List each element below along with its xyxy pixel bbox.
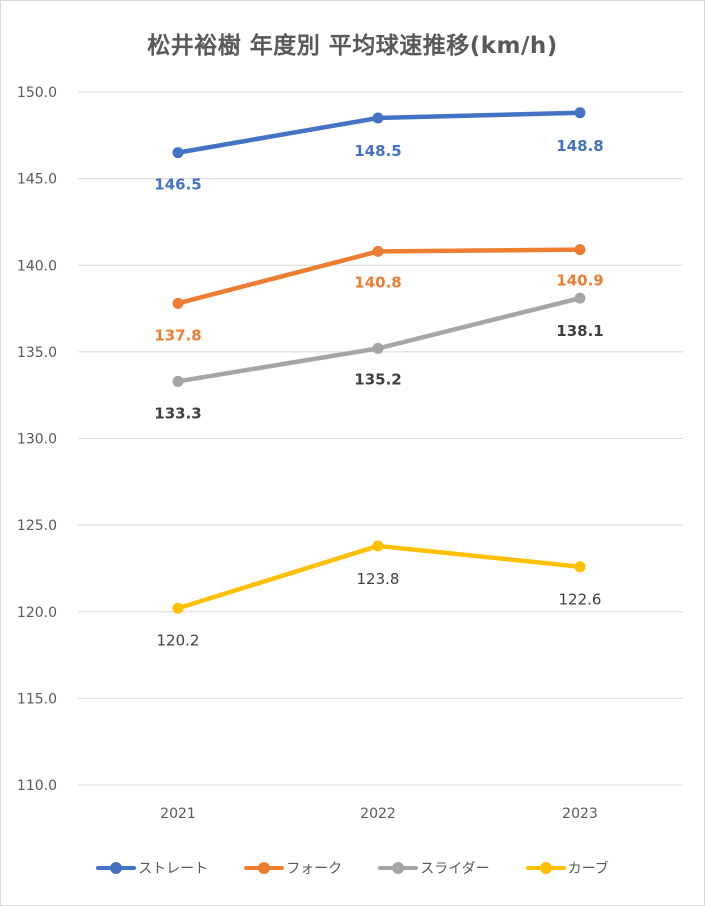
legend: ストレート フォーク スライダー カーブ: [0, 858, 705, 878]
y-axis-ticks: 150.0 145.0 140.0 135.0 130.0 125.0 120.0 115.0…: [17, 85, 57, 794]
data-label: 138.1: [556, 322, 603, 340]
data-point: [172, 297, 184, 309]
y-tick-label: 110.0: [17, 778, 57, 794]
x-tick-label: 2022: [360, 806, 396, 822]
data-point: [372, 245, 384, 257]
y-tick-label: 120.0: [17, 605, 57, 621]
data-point: [172, 375, 184, 387]
data-label: 140.8: [354, 273, 401, 291]
legend-item: カーブ: [525, 858, 609, 878]
data-point: [172, 147, 184, 159]
series-3: [172, 292, 586, 387]
y-tick-label: 130.0: [17, 432, 57, 448]
data-point: [372, 112, 384, 124]
series-2: [172, 244, 586, 309]
data-label: 146.5: [154, 176, 201, 194]
x-tick-label: 2021: [160, 806, 196, 822]
data-label: 122.6: [559, 591, 602, 609]
series-1: [172, 107, 586, 159]
legend-label: フォーク: [286, 861, 343, 877]
series-lines: [172, 107, 586, 614]
x-axis-ticks: 2021 2022 2023: [160, 806, 598, 822]
series-4: [172, 540, 586, 614]
data-label: 133.3: [154, 404, 201, 422]
legend-item: ストレート: [96, 858, 208, 878]
chart-title: 松井裕樹 年度別 平均球速推移(km/h): [147, 33, 558, 59]
data-label: 140.9: [556, 272, 603, 290]
data-point: [574, 107, 586, 119]
data-label: 148.8: [556, 137, 603, 155]
y-tick-label: 140.0: [17, 258, 57, 274]
legend-swatch: [244, 861, 285, 875]
data-label: 148.5: [354, 142, 401, 160]
data-point: [172, 602, 184, 614]
data-labels: 146.5 148.5 148.8 137.8 140.8 140.9 133.3 135.2…: [154, 137, 603, 649]
legend-swatch: [378, 861, 419, 875]
legend-item: スライダー: [378, 858, 490, 878]
legend-label: スライダー: [420, 861, 490, 877]
gridlines: [78, 91, 683, 786]
data-point: [574, 561, 586, 573]
data-point: [372, 540, 384, 552]
series-line: [175, 295, 583, 384]
data-point: [372, 342, 384, 354]
legend-swatch: [96, 861, 137, 875]
y-tick-label: 135.0: [17, 345, 57, 361]
x-tick-label: 2023: [562, 806, 598, 822]
y-tick-label: 115.0: [17, 691, 57, 707]
data-label: 120.2: [157, 631, 200, 649]
data-label: 123.8: [357, 570, 400, 588]
y-tick-label: 145.0: [17, 172, 57, 188]
legend-item: フォーク: [244, 858, 342, 878]
y-tick-label: 125.0: [17, 518, 57, 534]
data-point: [574, 292, 586, 304]
legend-label: カーブ: [567, 861, 609, 877]
legend-swatch: [525, 861, 566, 875]
data-point: [574, 244, 586, 256]
legend-label: ストレート: [138, 861, 209, 877]
y-tick-label: 150.0: [17, 85, 57, 101]
data-label: 135.2: [354, 370, 401, 388]
data-label: 137.8: [154, 326, 201, 344]
